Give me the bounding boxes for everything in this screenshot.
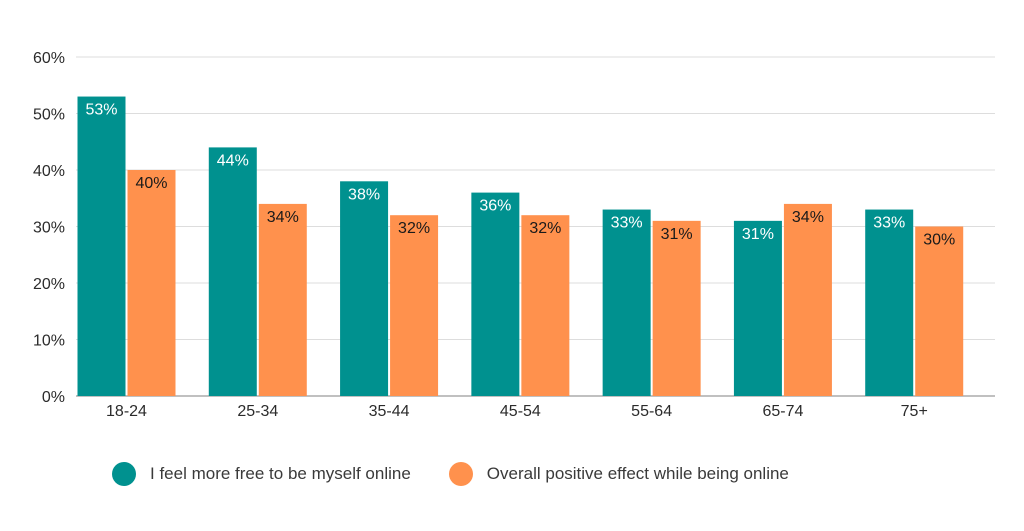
legend-label-series-2: Overall positive effect while being onli… bbox=[486, 464, 789, 483]
data-label: 44% bbox=[217, 152, 249, 169]
x-tick-label: 65-74 bbox=[762, 403, 803, 420]
y-tick-label: 0% bbox=[42, 389, 65, 406]
x-tick-label: 18-24 bbox=[106, 403, 147, 420]
x-axis-ticks: 18-24 25-34 35-44 45-54 55-64 65-74 75+ bbox=[106, 403, 928, 420]
bars bbox=[77, 96, 964, 397]
bar-45-54-series-1 bbox=[471, 192, 520, 396]
data-label: 40% bbox=[135, 175, 167, 192]
data-label: 31% bbox=[742, 226, 774, 243]
data-label: 31% bbox=[661, 226, 693, 243]
bar-25-34-series-2 bbox=[258, 203, 307, 396]
x-tick-label: 25-34 bbox=[237, 403, 278, 420]
x-tick-label: 35-44 bbox=[369, 403, 410, 420]
bar-18-24-series-2 bbox=[127, 170, 176, 396]
data-label: 34% bbox=[267, 209, 299, 226]
bar-18-24-series-1 bbox=[77, 96, 126, 397]
bar-35-44-series-2 bbox=[390, 215, 439, 396]
data-label: 34% bbox=[792, 209, 824, 226]
y-tick-label: 50% bbox=[33, 107, 65, 124]
y-tick-label: 60% bbox=[33, 50, 65, 67]
bar-55-64-series-1 bbox=[602, 209, 651, 396]
legend-item-series-2: Overall positive effect while being onli… bbox=[448, 462, 789, 486]
y-tick-label: 40% bbox=[33, 163, 65, 180]
bar-45-54-series-2 bbox=[521, 215, 570, 396]
data-label: 32% bbox=[529, 220, 561, 237]
y-tick-label: 10% bbox=[33, 333, 65, 350]
data-label: 33% bbox=[873, 215, 905, 232]
bar-65-74-series-2 bbox=[783, 203, 832, 396]
y-tick-label: 30% bbox=[33, 220, 65, 237]
bar-35-44-series-1 bbox=[340, 181, 389, 396]
legend-label-series-1: I feel more free to be myself online bbox=[150, 464, 411, 483]
legend-swatch-series-1 bbox=[112, 462, 136, 486]
data-labels: 53% 40% 44% 34% 38% 32% 36% 32% 33% 31% 31% 34% 33% 3… bbox=[85, 102, 955, 249]
data-label: 33% bbox=[611, 215, 643, 232]
bar-55-64-series-2 bbox=[652, 220, 701, 396]
legend: I feel more free to be myself online Ove… bbox=[112, 462, 789, 486]
bar-75+-series-1 bbox=[865, 209, 914, 396]
legend-swatch-series-2 bbox=[448, 462, 473, 486]
data-label: 32% bbox=[398, 220, 430, 237]
bar-chart: 0% 10% 20% 30% 40% 50% 60% 53% 40% 44% 34% 38% 32% 3… bbox=[33, 50, 995, 420]
data-label: 53% bbox=[85, 102, 117, 119]
bar-65-74-series-1 bbox=[733, 220, 782, 396]
data-label: 30% bbox=[923, 232, 955, 249]
y-axis-ticks: 0% 10% 20% 30% 40% 50% 60% bbox=[33, 50, 65, 406]
x-tick-label: 75+ bbox=[901, 403, 928, 420]
x-tick-label: 55-64 bbox=[631, 403, 672, 420]
legend-item-series-1: I feel more free to be myself online bbox=[112, 462, 411, 486]
bar-75+-series-2 bbox=[915, 226, 964, 396]
x-tick-label: 45-54 bbox=[500, 403, 541, 420]
y-tick-label: 20% bbox=[33, 276, 65, 293]
data-label: 38% bbox=[348, 186, 380, 203]
bar-25-34-series-1 bbox=[208, 147, 257, 396]
data-label: 36% bbox=[479, 198, 511, 215]
